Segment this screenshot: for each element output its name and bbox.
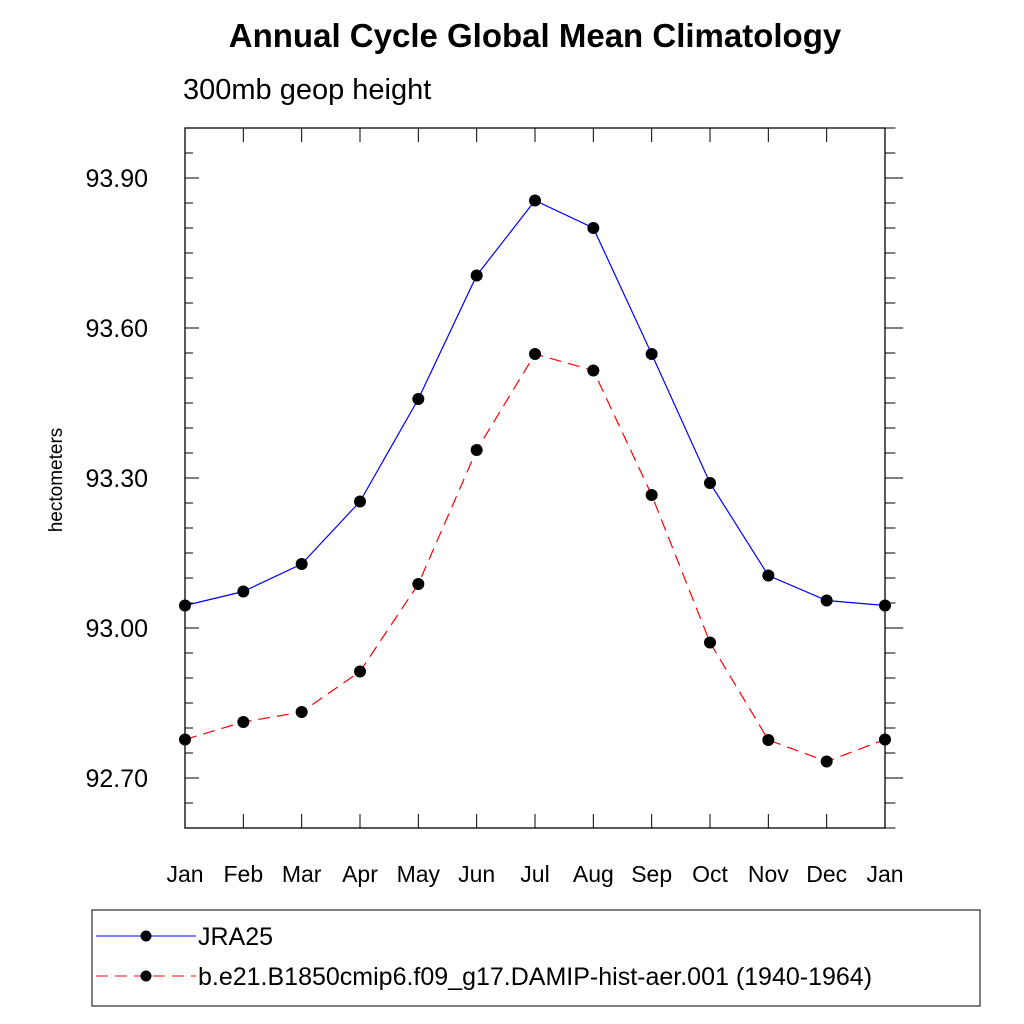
legend-box xyxy=(91,909,981,1007)
data-point xyxy=(470,444,483,456)
y-tick-label: 93.30 xyxy=(85,465,148,493)
data-point xyxy=(762,569,775,582)
plot-border xyxy=(184,127,886,829)
data-point xyxy=(762,734,775,746)
x-tick-label: May xyxy=(397,861,441,887)
x-tick-label: Jul xyxy=(520,861,549,887)
series-1 xyxy=(179,348,891,768)
legend-label-jra25: JRA25 xyxy=(198,923,273,951)
x-tick-label: Feb xyxy=(224,861,264,887)
series-layer xyxy=(179,194,891,768)
data-point xyxy=(704,477,716,489)
legend-marker-model xyxy=(140,970,152,982)
data-point xyxy=(354,665,366,678)
x-tick-label: Mar xyxy=(282,861,322,887)
legend-label-model: b.e21.B1850cmip6.f09_g17.DAMIP-hist-aer.… xyxy=(198,963,872,991)
data-point xyxy=(820,594,833,607)
x-tick-label: Sep xyxy=(631,861,672,887)
data-point xyxy=(820,755,833,768)
data-point xyxy=(529,194,541,207)
y-tick-label: 92.70 xyxy=(85,765,148,793)
data-point xyxy=(354,495,366,508)
x-tick-label: Nov xyxy=(748,861,789,887)
data-point xyxy=(470,269,483,282)
y-axis: 92.70 93.00 93.30 93.60 93.90 xyxy=(85,127,904,829)
y-tick-label: 93.60 xyxy=(85,315,148,343)
plot-frame xyxy=(184,127,886,829)
chart-title: Annual Cycle Global Mean Climatology xyxy=(229,17,842,54)
x-tick-label: Jan xyxy=(866,861,903,887)
data-point xyxy=(587,364,600,377)
data-point xyxy=(645,489,658,501)
data-point xyxy=(237,716,250,728)
data-point xyxy=(412,578,425,590)
data-point xyxy=(529,348,541,360)
data-point xyxy=(237,585,250,598)
x-tick-label: Aug xyxy=(573,861,614,887)
data-point xyxy=(704,636,716,649)
data-point xyxy=(587,222,600,234)
series-line-0 xyxy=(184,199,886,607)
data-point xyxy=(179,599,191,612)
legend: JRA25 b.e21.B1850cmip6.f09_g17.DAMIP-his… xyxy=(91,909,981,1007)
y-axis-label: hectometers xyxy=(46,428,67,533)
data-point xyxy=(879,599,891,612)
data-point xyxy=(179,733,191,746)
x-tick-label: Dec xyxy=(806,861,847,887)
y-tick-label: 93.90 xyxy=(85,165,148,193)
data-point xyxy=(295,558,308,570)
chart-subtitle: 300mb geop height xyxy=(183,74,431,106)
y-tick-label: 93.00 xyxy=(85,615,148,643)
series-0 xyxy=(179,194,891,612)
x-axis: Jan Feb Mar Apr May Jun Jul Aug Sep Oct Nov Dec Jan xyxy=(166,128,904,887)
x-tick-label: Jan xyxy=(166,861,203,887)
x-tick-label: Apr xyxy=(342,861,378,887)
data-point xyxy=(412,393,425,405)
series-line-1 xyxy=(184,353,886,763)
x-tick-label: Jun xyxy=(458,861,495,887)
data-point xyxy=(295,706,308,718)
legend-marker-jra25 xyxy=(140,930,152,942)
data-point xyxy=(645,348,658,360)
x-tick-label: Oct xyxy=(692,861,728,887)
data-point xyxy=(879,733,891,746)
